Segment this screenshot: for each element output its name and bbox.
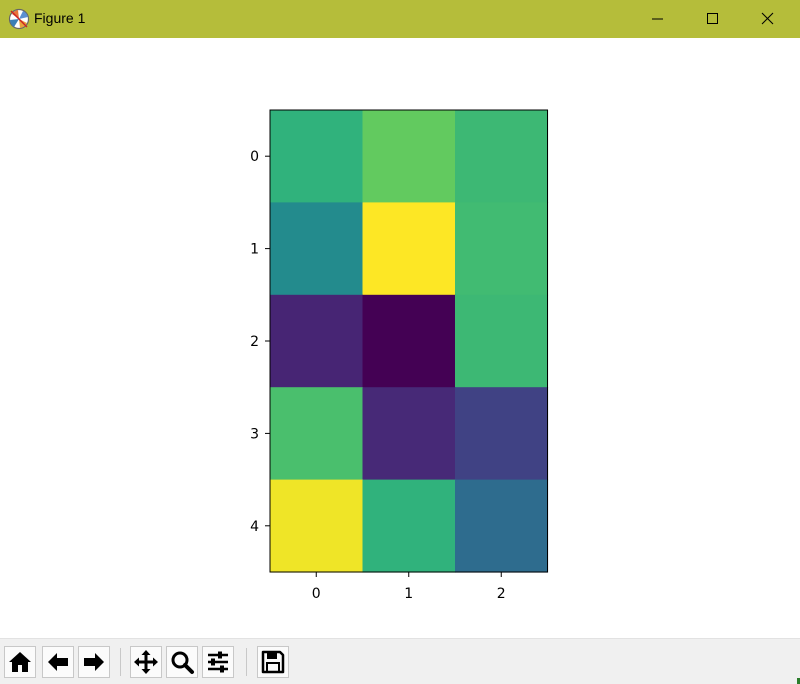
heatmap-cell <box>362 110 456 203</box>
pan-icon <box>134 650 158 674</box>
heatmap-cell <box>270 387 364 481</box>
back-button[interactable] <box>42 646 74 678</box>
close-button[interactable] <box>745 0 791 38</box>
home-button[interactable] <box>4 646 36 678</box>
zoom-button[interactable] <box>166 646 198 678</box>
matplotlib-icon <box>8 8 30 30</box>
y-tick-label: 2 <box>250 334 259 350</box>
pan-button[interactable] <box>130 646 162 678</box>
heatmap-cell <box>270 202 364 296</box>
zoom-icon <box>171 651 194 674</box>
toolbar-separator <box>120 648 121 676</box>
y-tick-label: 1 <box>250 242 259 258</box>
heatmap-cell <box>362 387 456 481</box>
save-icon <box>261 650 285 674</box>
heatmap-cell <box>455 294 549 388</box>
heatmap-cell <box>362 202 456 296</box>
home-icon <box>9 652 31 672</box>
minimize-button[interactable] <box>635 0 681 38</box>
heatmap-cell <box>270 479 364 573</box>
x-tick-label: 2 <box>497 586 506 602</box>
heatmap-cell <box>270 110 364 203</box>
heatmap-cell <box>455 110 549 203</box>
toolbar-separator <box>246 648 247 676</box>
figure-canvas[interactable]: 0 1 2 3 4 0 1 2 <box>0 38 800 638</box>
forward-button[interactable] <box>78 646 110 678</box>
heatmap-cell <box>270 294 364 388</box>
forward-arrow-icon <box>84 653 104 671</box>
y-tick-label: 0 <box>250 149 259 165</box>
maximize-button[interactable] <box>690 0 736 38</box>
title-bar: Figure 1 <box>0 0 800 38</box>
x-tick-label: 0 <box>312 586 321 602</box>
heatmap-cell <box>455 387 549 481</box>
resize-grip <box>797 678 800 684</box>
heatmap-chart: 0 1 2 3 4 0 1 2 <box>250 109 549 602</box>
x-tick-label: 1 <box>404 586 413 602</box>
y-tick-label: 3 <box>250 426 259 442</box>
configure-subplots-button[interactable] <box>202 646 234 678</box>
minimize-icon <box>652 18 663 20</box>
window-title: Figure 1 <box>34 10 86 26</box>
close-icon <box>761 12 774 25</box>
heatmap-cell <box>455 479 549 573</box>
configure-subplots-icon <box>208 651 228 673</box>
heatmap-cell <box>362 479 456 573</box>
navigation-toolbar <box>0 638 800 684</box>
save-button[interactable] <box>257 646 289 678</box>
heatmap-cell <box>362 294 456 388</box>
maximize-icon <box>707 13 718 24</box>
back-arrow-icon <box>48 653 68 671</box>
y-tick-label: 4 <box>250 519 259 535</box>
heatmap-cell <box>455 202 549 296</box>
